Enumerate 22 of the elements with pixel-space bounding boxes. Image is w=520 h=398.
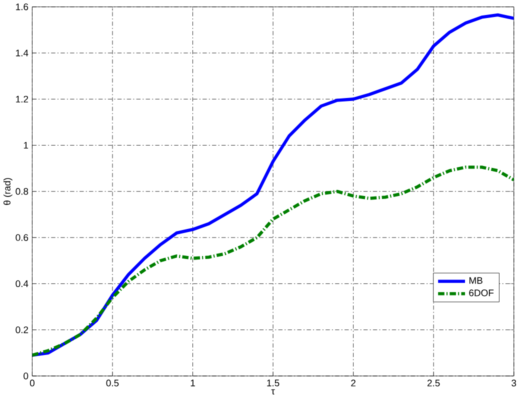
x-tick-label: 0.5 (106, 380, 119, 386)
y-tick-label: 0.2 (16, 326, 28, 334)
y-tick-label: 0 (24, 372, 28, 380)
x-tick-label: 0 (30, 380, 34, 386)
y-tick-label: 0.8 (16, 188, 28, 195)
y-tick-label: 1.4 (16, 50, 28, 56)
y-tick-label: 0.6 (16, 234, 28, 241)
y-tick-label: 1.6 (16, 3, 28, 10)
y-axis-title: θ (rad) (4, 178, 12, 205)
line-series (32, 13, 514, 357)
x-tick-label: 2 (351, 380, 356, 386)
y-tick-label: 1.2 (16, 96, 28, 102)
legend-label: 6DOF (469, 290, 494, 296)
x-tick-label: 3 (512, 380, 516, 386)
x-tick-label: 1.5 (267, 380, 280, 386)
x-tick-label: 1 (190, 380, 195, 386)
x-axis-title: τ (271, 389, 275, 395)
y-tick-label: 1 (24, 142, 28, 149)
x-tick-label: 2.5 (427, 380, 440, 386)
line-series (32, 166, 514, 357)
y-tick-label: 0.4 (16, 280, 28, 288)
legend-label: MB (469, 277, 482, 284)
